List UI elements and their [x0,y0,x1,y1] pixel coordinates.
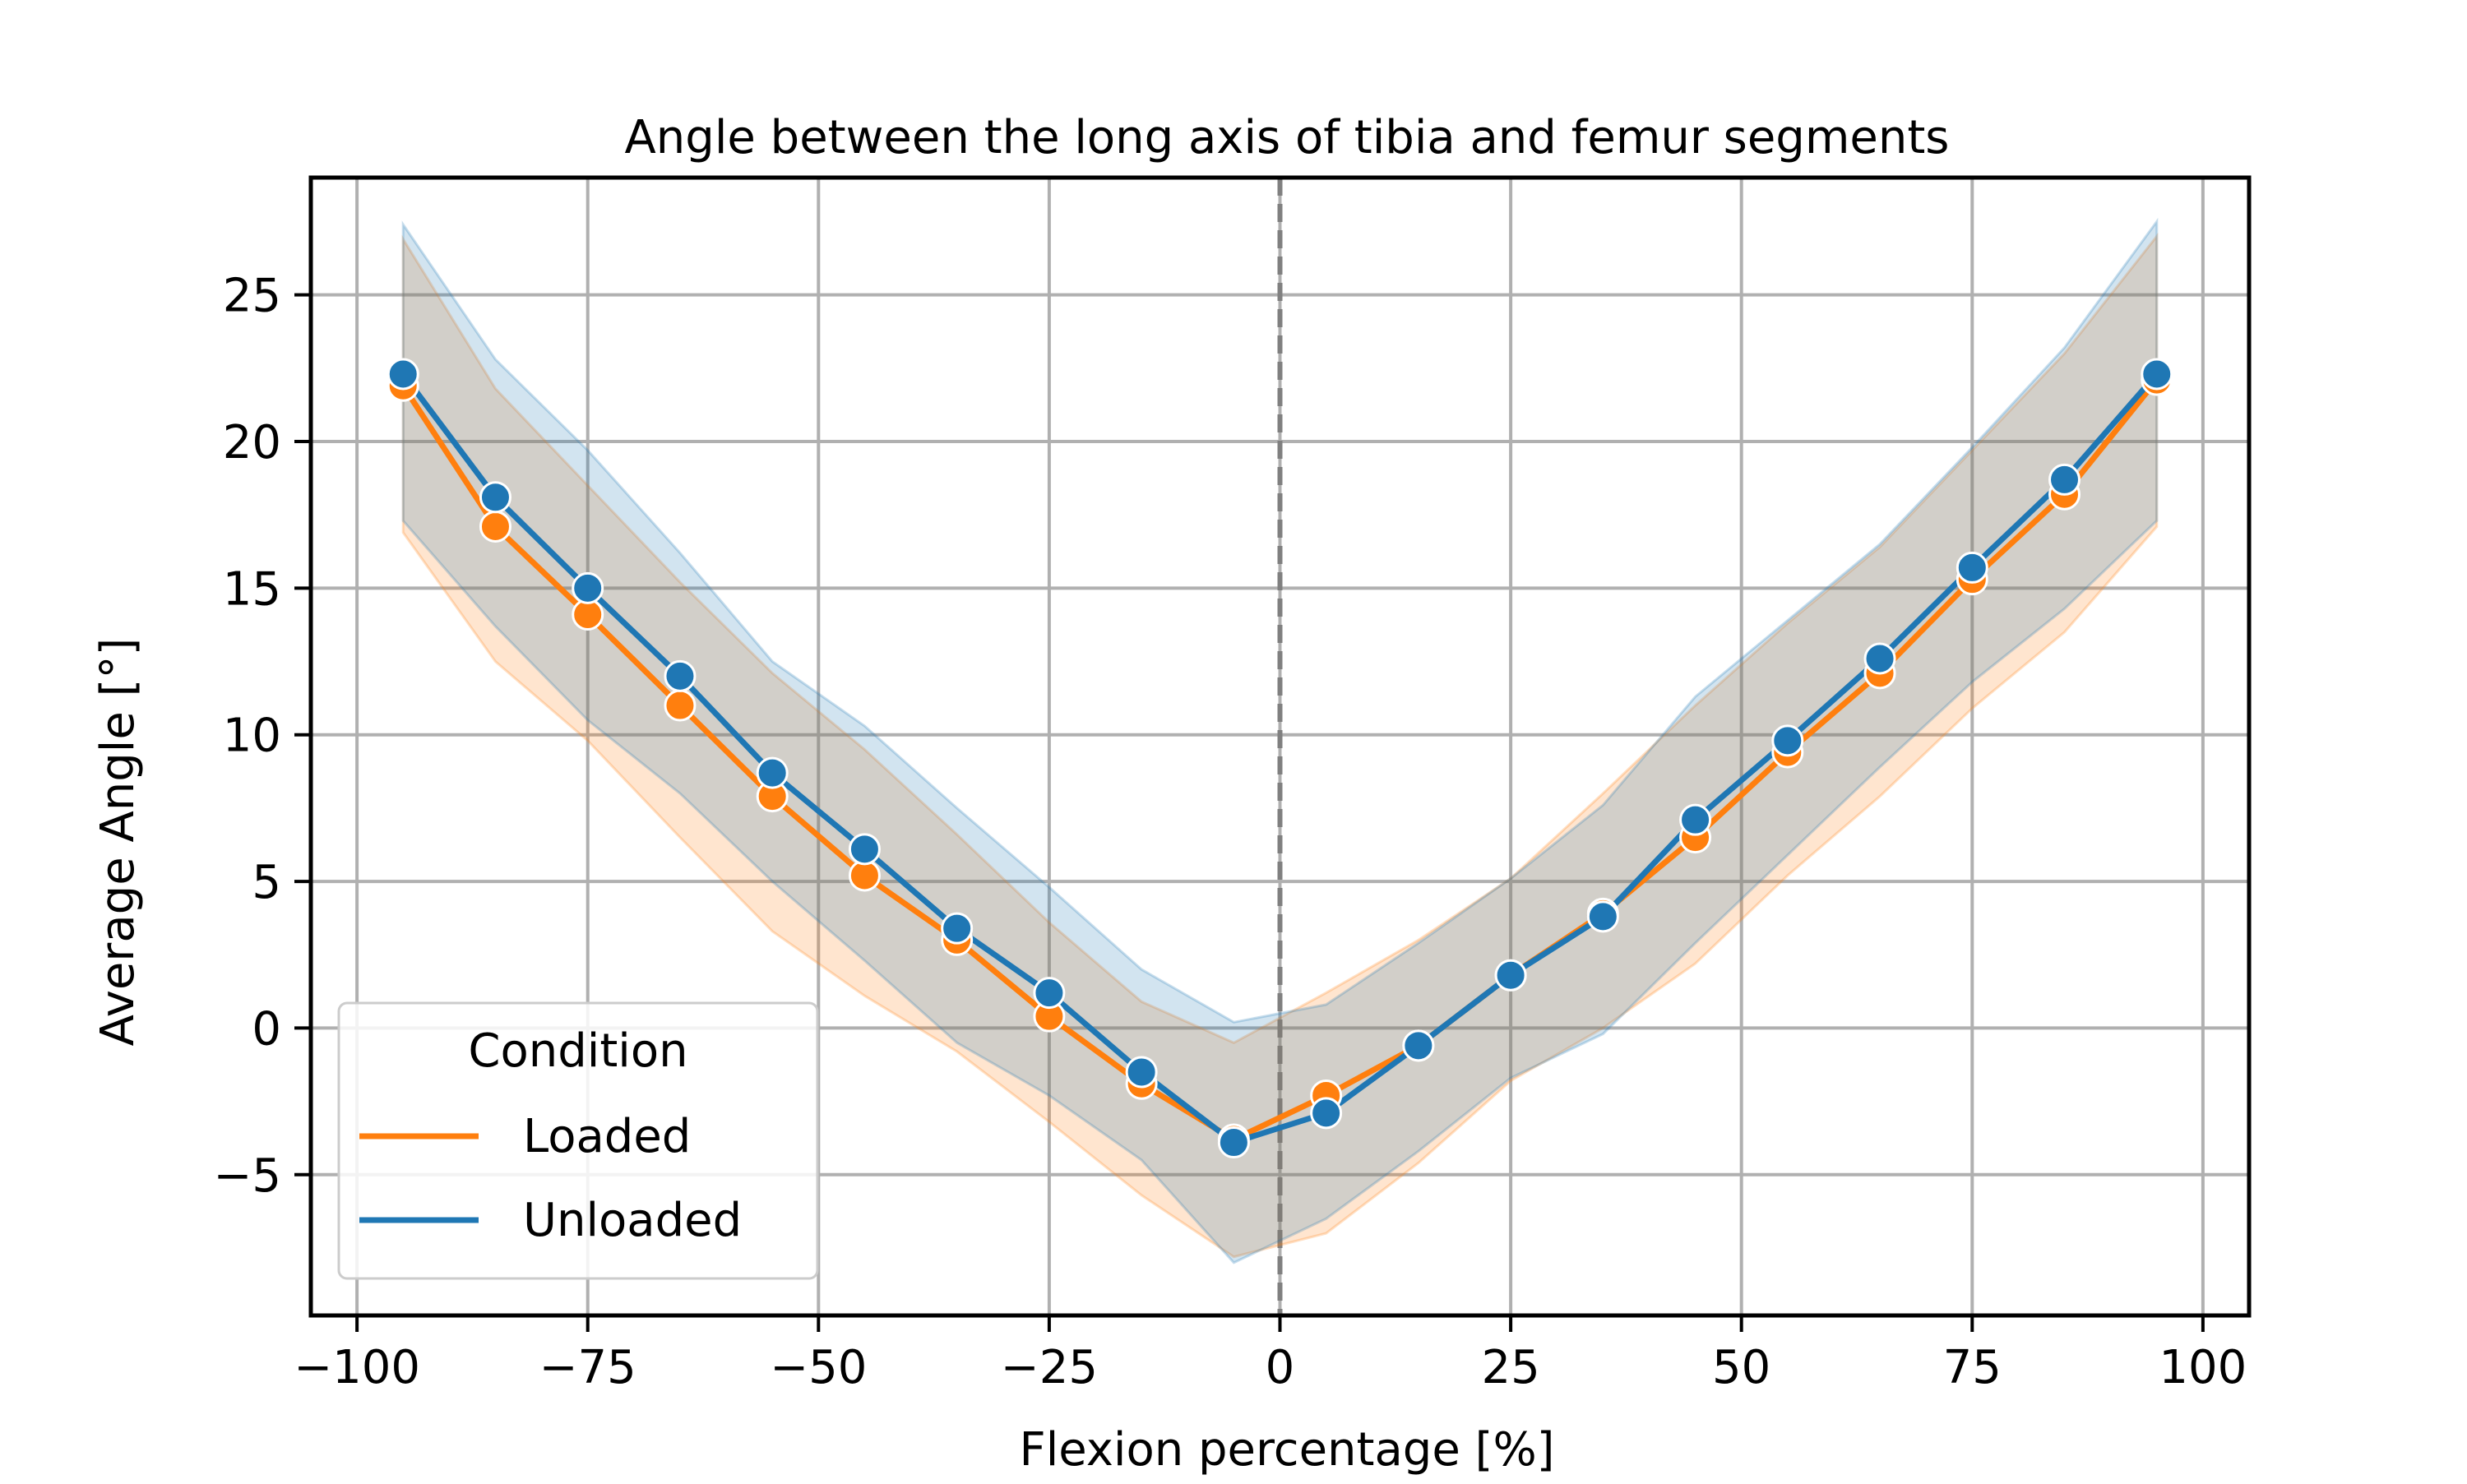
data-point-unloaded [1310,1097,1343,1130]
confidence-band-unloaded [401,217,2159,1264]
data-point-loaded [479,510,511,543]
data-point-unloaded [756,756,789,789]
data-point-unloaded [941,912,974,945]
data-point-unloaded [2141,358,2173,391]
data-point-unloaded [479,481,511,514]
legend: Condition Loaded Unloaded [337,1001,819,1280]
y-tick-label: 15 [223,562,281,616]
data-point-unloaded [1494,959,1527,992]
x-tick-label: −25 [1001,1341,1098,1394]
x-tick-label: 100 [2159,1341,2247,1394]
legend-title: Condition [468,1024,687,1078]
chart-title: Angle between the long axis of tibia and… [625,111,1950,164]
data-point-unloaded [848,833,881,866]
data-point-unloaded [1217,1126,1250,1159]
y-tick-label: −5 [213,1149,281,1203]
data-point-unloaded [2048,463,2081,496]
data-point-loaded [848,859,881,892]
confidence-bands [401,217,2159,1264]
legend-label-unloaded: Unloaded [523,1194,742,1247]
y-axis-label: Average Angle [°] [91,638,145,1047]
confidence-band-loaded [401,232,2159,1259]
data-point-loaded [572,598,604,631]
x-axis-label: Flexion percentage [%] [1020,1423,1555,1477]
y-tick-label: 5 [252,856,281,909]
data-point-unloaded [1956,551,1988,584]
data-point-unloaded [1586,900,1619,933]
data-point-unloaded [1863,642,1896,675]
x-tick-label: −50 [770,1341,867,1394]
y-tick-label: 20 [223,416,281,469]
x-tick-label: 0 [1266,1341,1295,1394]
data-point-loaded [664,689,697,722]
x-tick-label: 75 [1943,1341,2002,1394]
data-point-unloaded [1771,724,1804,757]
data-point-unloaded [1033,977,1066,1010]
y-tick-label: 25 [223,270,281,323]
y-tick-label: 10 [223,710,281,763]
legend-box [337,1001,819,1280]
data-point-unloaded [1402,1029,1435,1062]
series-markers [386,358,2173,1159]
x-tick-label: 25 [1481,1341,1539,1394]
legend-label-loaded: Loaded [523,1110,691,1163]
y-tick-label: 0 [252,1002,281,1056]
data-point-unloaded [1679,803,1712,836]
data-point-unloaded [664,659,697,692]
data-point-unloaded [572,571,604,604]
data-point-unloaded [1125,1056,1158,1089]
x-tick-label: 50 [1712,1341,1770,1394]
x-tick-label: −100 [294,1341,420,1394]
data-point-unloaded [386,358,419,391]
x-tick-label: −75 [539,1341,636,1394]
series-line-loaded [400,377,2159,1143]
